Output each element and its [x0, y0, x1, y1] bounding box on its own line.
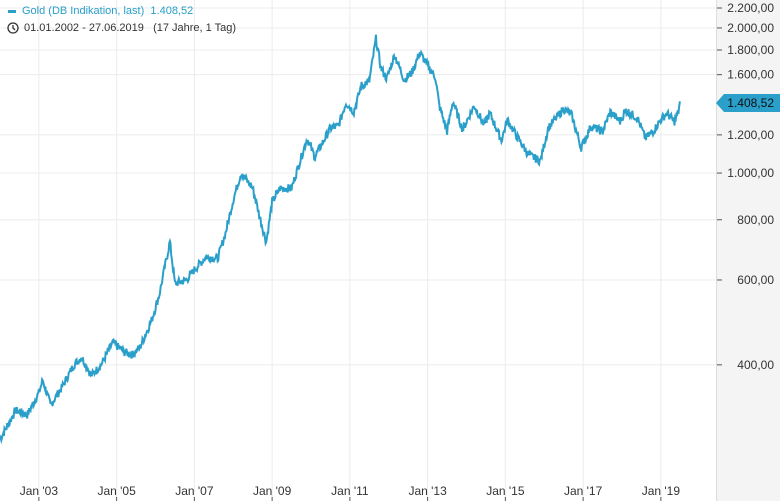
y-tick-label: 1.200,00 [727, 128, 774, 142]
date-range: 01.01.2002 - 27.06.2019 (17 Jahre, 1 Tag… [7, 22, 236, 34]
gold-price-line [0, 34, 681, 445]
legend-series-name: Gold (DB Indikation, last) [22, 5, 145, 17]
last-value-badge: 1.408,52 [716, 94, 780, 112]
y-tick-label: 600,00 [737, 273, 774, 287]
y-tick-label: 2.200,00 [727, 1, 774, 15]
y-tick-label: 400,00 [737, 358, 774, 372]
y-tick-label: 1.000,00 [727, 166, 774, 180]
legend: Gold (DB Indikation, last) 1.408,52 [8, 5, 193, 17]
x-tick-label: Jan '15 [486, 484, 525, 498]
clock-icon [7, 22, 19, 34]
y-axis-panel [716, 0, 780, 501]
x-tick-label: Jan '13 [408, 484, 447, 498]
x-tick-label: Jan '17 [564, 484, 603, 498]
x-tick-label: Jan '19 [642, 484, 681, 498]
y-tick-label: 1.800,00 [727, 43, 774, 57]
y-tick-label: 1.600,00 [727, 68, 774, 82]
x-tick-label: Jan '03 [20, 484, 59, 498]
legend-value: 1.408,52 [150, 5, 194, 17]
duration-text: (17 Jahre, 1 Tag) [153, 22, 237, 34]
x-tick-label: Jan '11 [331, 484, 369, 498]
y-tick-label: 800,00 [737, 213, 774, 227]
y-tick-label: 2.000,00 [727, 21, 774, 35]
date-range-text: 01.01.2002 - 27.06.2019 [24, 22, 144, 34]
x-tick-label: Jan '07 [175, 484, 214, 498]
legend-swatch [8, 9, 16, 13]
x-tick-label: Jan '05 [97, 484, 136, 498]
x-tick-label: Jan '09 [253, 484, 292, 498]
